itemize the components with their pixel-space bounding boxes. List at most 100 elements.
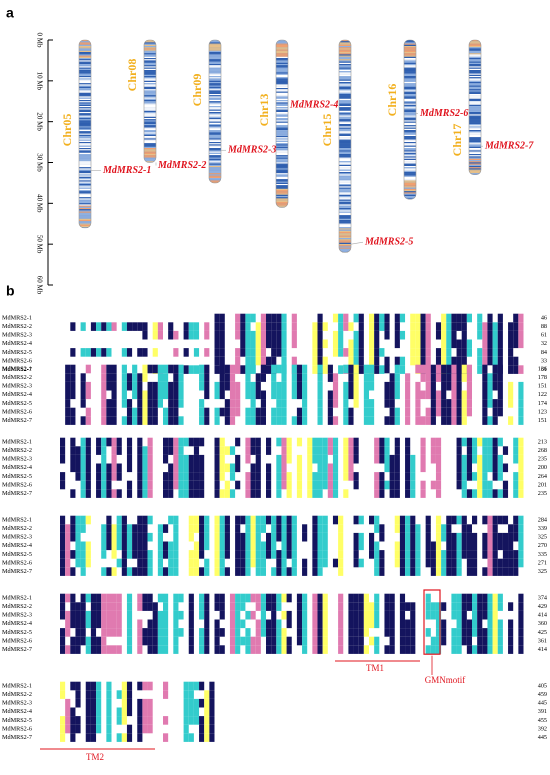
residue-cell: [394, 381, 400, 391]
residue-cell: [116, 489, 122, 498]
residue-cell: [374, 524, 380, 533]
residue-cell: [374, 558, 380, 568]
residue-cell: [461, 628, 467, 637]
band: [469, 67, 481, 69]
band: [144, 152, 156, 154]
residue-cell: [451, 628, 457, 637]
residue-cell: [451, 558, 457, 568]
residue-cell: [389, 381, 395, 391]
residue-cell: [374, 356, 380, 366]
residue-cell: [446, 364, 452, 374]
residue-cell: [441, 524, 447, 533]
residue-cell: [199, 593, 205, 603]
residue-cell: [276, 313, 282, 323]
residue-cell: [415, 532, 421, 542]
residue-cell: [101, 532, 107, 542]
residue-cell: [363, 416, 369, 425]
residue-cell: [425, 524, 431, 533]
residue-cell: [245, 348, 251, 357]
band: [144, 40, 156, 42]
band: [276, 184, 288, 186]
residue-cell: [477, 454, 483, 464]
residue-cell: [85, 472, 91, 481]
residue-cell: [152, 399, 158, 408]
band: [144, 108, 156, 110]
residue-cell: [157, 550, 163, 559]
residue-cell: [188, 437, 194, 447]
residue-cell: [240, 348, 246, 357]
band: [209, 90, 221, 92]
residue-cell: [235, 348, 241, 357]
residue-cell: [121, 567, 127, 576]
residue-cell: [441, 364, 447, 374]
residue-cell: [137, 558, 143, 568]
residue-cell: [353, 399, 359, 408]
residue-cell: [332, 399, 339, 408]
residue-cell: [111, 567, 117, 576]
residue-cell: [60, 550, 66, 559]
residue-cell: [235, 628, 241, 637]
residue-cell: [106, 567, 112, 576]
residue-cell: [188, 636, 194, 646]
band: [79, 106, 91, 108]
residue-cell: [271, 381, 277, 391]
residue-cell: [245, 373, 251, 382]
residue-cell: [466, 567, 472, 576]
residue-cell: [276, 348, 282, 357]
residue-cell: [420, 348, 426, 357]
residue-cell: [492, 567, 498, 576]
band: [209, 145, 221, 147]
residue-cell: [142, 480, 148, 490]
residue-cell: [126, 480, 133, 490]
residue-cell: [405, 407, 411, 417]
band: [209, 89, 221, 91]
chromosome: [469, 40, 481, 175]
band: [79, 176, 91, 178]
band: [79, 139, 91, 141]
residue-cell: [332, 390, 339, 400]
residue-cell: [281, 416, 287, 425]
residue-cell: [75, 636, 81, 646]
band: [209, 116, 221, 118]
residue-cell: [322, 550, 328, 559]
residue-cell: [281, 322, 287, 331]
residue-cell: [487, 416, 493, 425]
residue-cell: [456, 532, 462, 542]
residue-cell: [168, 446, 174, 455]
residue-cell: [229, 364, 236, 374]
residue-cell: [332, 373, 339, 382]
residue-cell: [193, 330, 200, 340]
residue-cell: [348, 390, 354, 400]
residue-cell: [492, 446, 498, 455]
residue-cell: [204, 636, 210, 646]
residue-cell: [353, 313, 359, 323]
residue-cell: [435, 348, 442, 357]
residue-cell: [296, 416, 303, 425]
residue-cell: [497, 437, 503, 447]
residue-cell: [157, 524, 163, 533]
residue-cell: [147, 558, 153, 568]
residue-cell: [90, 322, 97, 331]
residue-cell: [193, 541, 200, 551]
residue-cell: [518, 472, 524, 481]
residue-cell: [137, 390, 143, 400]
residue-cell: [199, 628, 205, 637]
residue-cell: [106, 480, 112, 490]
residue-cell: [492, 348, 498, 357]
residue-cell: [281, 515, 287, 525]
residue-cell: [332, 339, 339, 349]
residue-cell: [276, 399, 282, 408]
residue-cell: [518, 399, 524, 408]
residue-cell: [492, 437, 498, 447]
residue-cell: [255, 373, 261, 382]
residue-cell: [235, 610, 241, 620]
residue-cell: [219, 472, 225, 481]
residue-cell: [430, 373, 436, 382]
residue-cell: [394, 313, 400, 323]
residue-cell: [281, 541, 287, 551]
residue-cell: [379, 532, 385, 542]
band: [209, 168, 221, 170]
residue-cell: [204, 567, 210, 576]
residue-cell: [358, 558, 364, 568]
band: [276, 71, 288, 73]
